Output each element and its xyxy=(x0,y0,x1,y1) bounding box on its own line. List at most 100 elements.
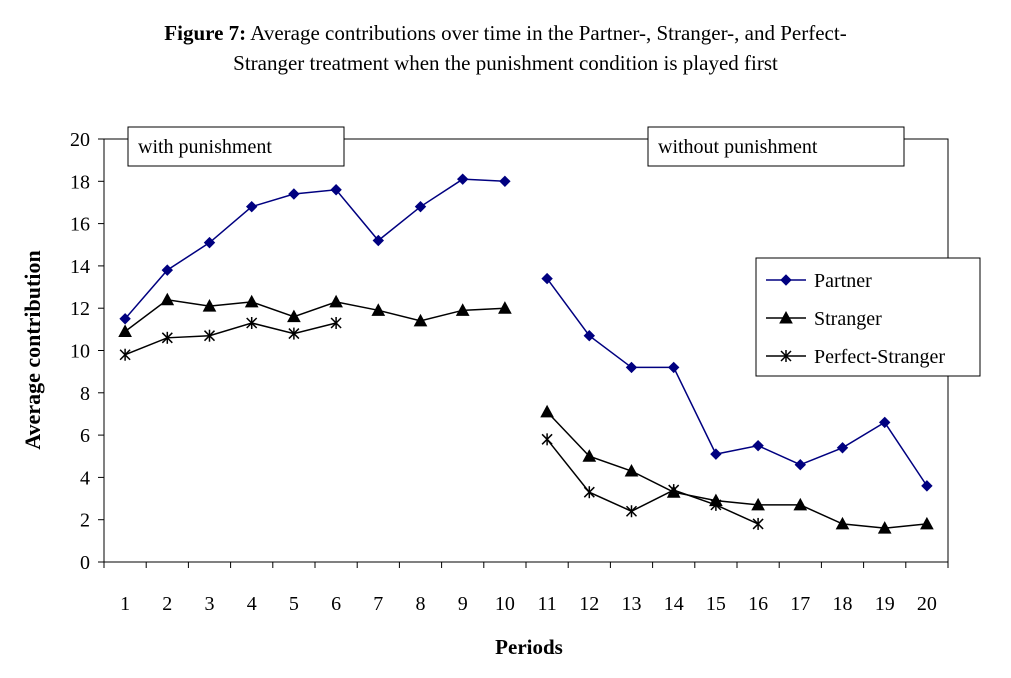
partner-point xyxy=(245,200,258,213)
partner-point xyxy=(372,234,385,247)
partner-point xyxy=(499,175,511,188)
y-tick-label: 0 xyxy=(80,552,90,574)
partner-point xyxy=(836,442,849,454)
stranger-series-line xyxy=(546,411,927,529)
x-tick-label: 18 xyxy=(833,593,853,615)
partner-point xyxy=(921,480,933,492)
stranger-point xyxy=(244,294,259,308)
annotation-with-punishment-box xyxy=(127,126,345,167)
perfect-stranger-point xyxy=(541,433,553,446)
x-tick-label: 12 xyxy=(579,593,599,615)
stranger-point xyxy=(329,294,343,308)
x-tick-label: 20 xyxy=(917,593,937,615)
y-axis-title: Average contribution xyxy=(20,250,45,449)
partner-series-line xyxy=(546,278,928,487)
y-tick-label: 12 xyxy=(70,298,90,320)
partner-point xyxy=(625,361,638,374)
perfect-stranger-point xyxy=(752,517,764,530)
perfect-stranger-point xyxy=(625,505,638,518)
y-tick-label: 16 xyxy=(70,214,90,236)
x-tick-label: 16 xyxy=(748,593,768,615)
x-tick-label: 2 xyxy=(162,593,172,615)
legend-label-perfect-stranger: Perfect-Stranger xyxy=(814,346,945,368)
partner-point xyxy=(414,200,427,213)
partner-point xyxy=(288,188,300,200)
x-tick-label: 17 xyxy=(790,593,810,615)
partner-point xyxy=(203,236,216,249)
stranger-point xyxy=(371,303,386,316)
stranger-point xyxy=(160,292,175,306)
perfect-stranger-point xyxy=(330,317,342,330)
stranger-point xyxy=(793,497,808,511)
partner-point xyxy=(794,459,807,471)
partner-point xyxy=(330,184,342,196)
x-axis-title: Periods xyxy=(495,635,563,659)
x-tick-label: 3 xyxy=(205,593,215,615)
stranger-point xyxy=(582,449,597,462)
x-tick-label: 7 xyxy=(373,593,383,615)
partner-point xyxy=(119,313,131,325)
stranger-point xyxy=(118,324,132,337)
x-tick-label: 13 xyxy=(622,593,642,615)
y-tick-label: 6 xyxy=(80,425,90,447)
perfect-stranger-point xyxy=(203,329,216,342)
stranger-point xyxy=(202,299,217,312)
stranger-point xyxy=(751,497,765,511)
y-tick-label: 2 xyxy=(80,510,90,532)
y-tick-label: 14 xyxy=(70,256,90,278)
stranger-point xyxy=(540,404,554,418)
caption-line-1: Average contributions over time in the P… xyxy=(250,21,847,45)
stranger-point xyxy=(877,521,892,534)
annotation-without-punishment-box xyxy=(647,126,905,167)
perfect-stranger-point xyxy=(710,498,722,511)
y-tick-label: 10 xyxy=(70,341,90,363)
perfect-stranger-point xyxy=(119,348,131,361)
perfect-stranger-point xyxy=(288,327,300,340)
y-tick-label: 8 xyxy=(80,383,90,405)
x-tick-label: 4 xyxy=(247,593,257,615)
y-tick-label: 18 xyxy=(70,171,90,193)
stranger-point xyxy=(455,303,470,316)
perfect-stranger-series-line xyxy=(124,322,337,356)
x-tick-label: 15 xyxy=(706,593,726,615)
perfect-stranger-point xyxy=(161,331,173,344)
stranger-point xyxy=(287,309,301,323)
partner-point xyxy=(583,329,596,342)
y-tick-label: 20 xyxy=(70,129,90,151)
legend-marker-perfect-stranger xyxy=(780,350,792,362)
stranger-point xyxy=(920,516,934,530)
x-tick-label: 1 xyxy=(120,593,130,615)
partner-point xyxy=(710,448,722,460)
partner-point xyxy=(667,361,680,374)
x-tick-label: 10 xyxy=(495,593,515,615)
figure-label: Figure 7: xyxy=(164,21,247,45)
x-tick-label: 19 xyxy=(875,593,895,615)
stranger-point xyxy=(498,301,512,314)
x-tick-label: 8 xyxy=(416,593,426,615)
x-tick-label: 14 xyxy=(664,593,684,615)
legend-label-stranger: Stranger xyxy=(814,308,882,330)
annotation-without-punishment: without punishment xyxy=(658,136,818,158)
partner-point xyxy=(456,173,469,185)
y-tick-label: 4 xyxy=(80,467,90,489)
perfect-stranger-point xyxy=(668,484,680,497)
legend-marker-partner xyxy=(780,274,792,286)
stranger-point xyxy=(413,313,428,327)
partner-series-line xyxy=(124,178,505,320)
partner-point xyxy=(878,416,891,429)
caption-line-2: Stranger treatment when the punishment c… xyxy=(233,51,778,75)
x-tick-label: 5 xyxy=(289,593,299,615)
stranger-point xyxy=(624,464,639,477)
perfect-stranger-point xyxy=(583,486,595,499)
x-tick-label: 6 xyxy=(331,593,341,615)
figure-caption: Figure 7: Average contributions over tim… xyxy=(0,18,1011,78)
partner-point xyxy=(752,439,764,452)
perfect-stranger-series-line xyxy=(546,438,759,525)
x-tick-label: 9 xyxy=(458,593,468,615)
perfect-stranger-point xyxy=(246,317,258,330)
x-tick-label: 11 xyxy=(537,593,556,615)
annotation-with-punishment: with punishment xyxy=(138,136,272,158)
legend-marker-stranger xyxy=(779,310,793,324)
partner-point xyxy=(161,264,174,276)
